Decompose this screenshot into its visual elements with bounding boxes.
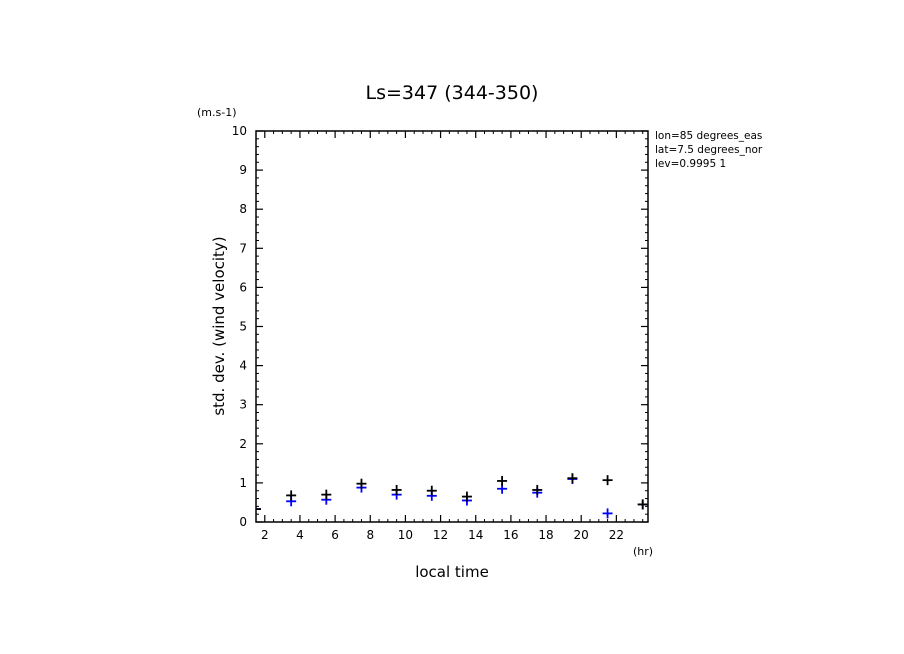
x-tick-label: 14 (468, 528, 483, 542)
x-tick-label: 4 (296, 528, 304, 542)
data-points (256, 473, 648, 519)
data-point (321, 489, 332, 500)
y-tick-label: 4 (239, 359, 247, 373)
chart-title: Ls=347 (344-350) (366, 82, 539, 104)
x-tick-label: 22 (609, 528, 624, 542)
y-axis-label: std. dev. (wind velocity) (210, 236, 228, 415)
y-tick-label: 2 (239, 437, 247, 451)
data-point (497, 475, 508, 486)
y-tick-label: 10 (232, 124, 247, 138)
x-axis-label: local time (415, 563, 489, 581)
x-tick-label: 16 (503, 528, 518, 542)
x-tick-label: 12 (433, 528, 448, 542)
x-tick-label: 10 (398, 528, 413, 542)
data-point (356, 478, 367, 489)
y-unit-label: (m.s-1) (197, 106, 237, 119)
x-tick-label: 8 (366, 528, 374, 542)
x-tick-label: 2 (261, 528, 269, 542)
y-tick-label: 8 (239, 202, 247, 216)
y-tick-label: 9 (239, 163, 247, 177)
info-line-lat: lat=7.5 degrees_nor (655, 144, 763, 156)
data-point (602, 475, 613, 486)
y-tick-label: 1 (239, 476, 247, 490)
data-point (567, 473, 578, 484)
data-point (426, 485, 437, 496)
data-point (391, 484, 402, 495)
info-line-lon: lon=85 degrees_eas (655, 130, 762, 142)
x-tick-label: 6 (331, 528, 339, 542)
y-tick-label: 0 (239, 515, 247, 529)
info-box: lon=85 degrees_eas lat=7.5 degrees_nor l… (655, 130, 763, 170)
data-point (602, 508, 613, 519)
y-tick-label: 5 (239, 320, 247, 334)
y-tick-label: 3 (239, 398, 247, 412)
x-unit-label: (hr) (633, 545, 653, 558)
data-point (461, 491, 472, 502)
y-tick-label: 7 (239, 241, 247, 255)
x-tick-label: 20 (574, 528, 589, 542)
data-point (532, 484, 543, 495)
info-line-lev: lev=0.9995 1 (655, 158, 726, 170)
axis-ticks (256, 130, 648, 523)
data-point (637, 499, 648, 510)
data-point (286, 490, 297, 501)
y-tick-label: 6 (239, 280, 247, 294)
plot-frame (255, 130, 649, 523)
x-tick-label: 18 (538, 528, 553, 542)
